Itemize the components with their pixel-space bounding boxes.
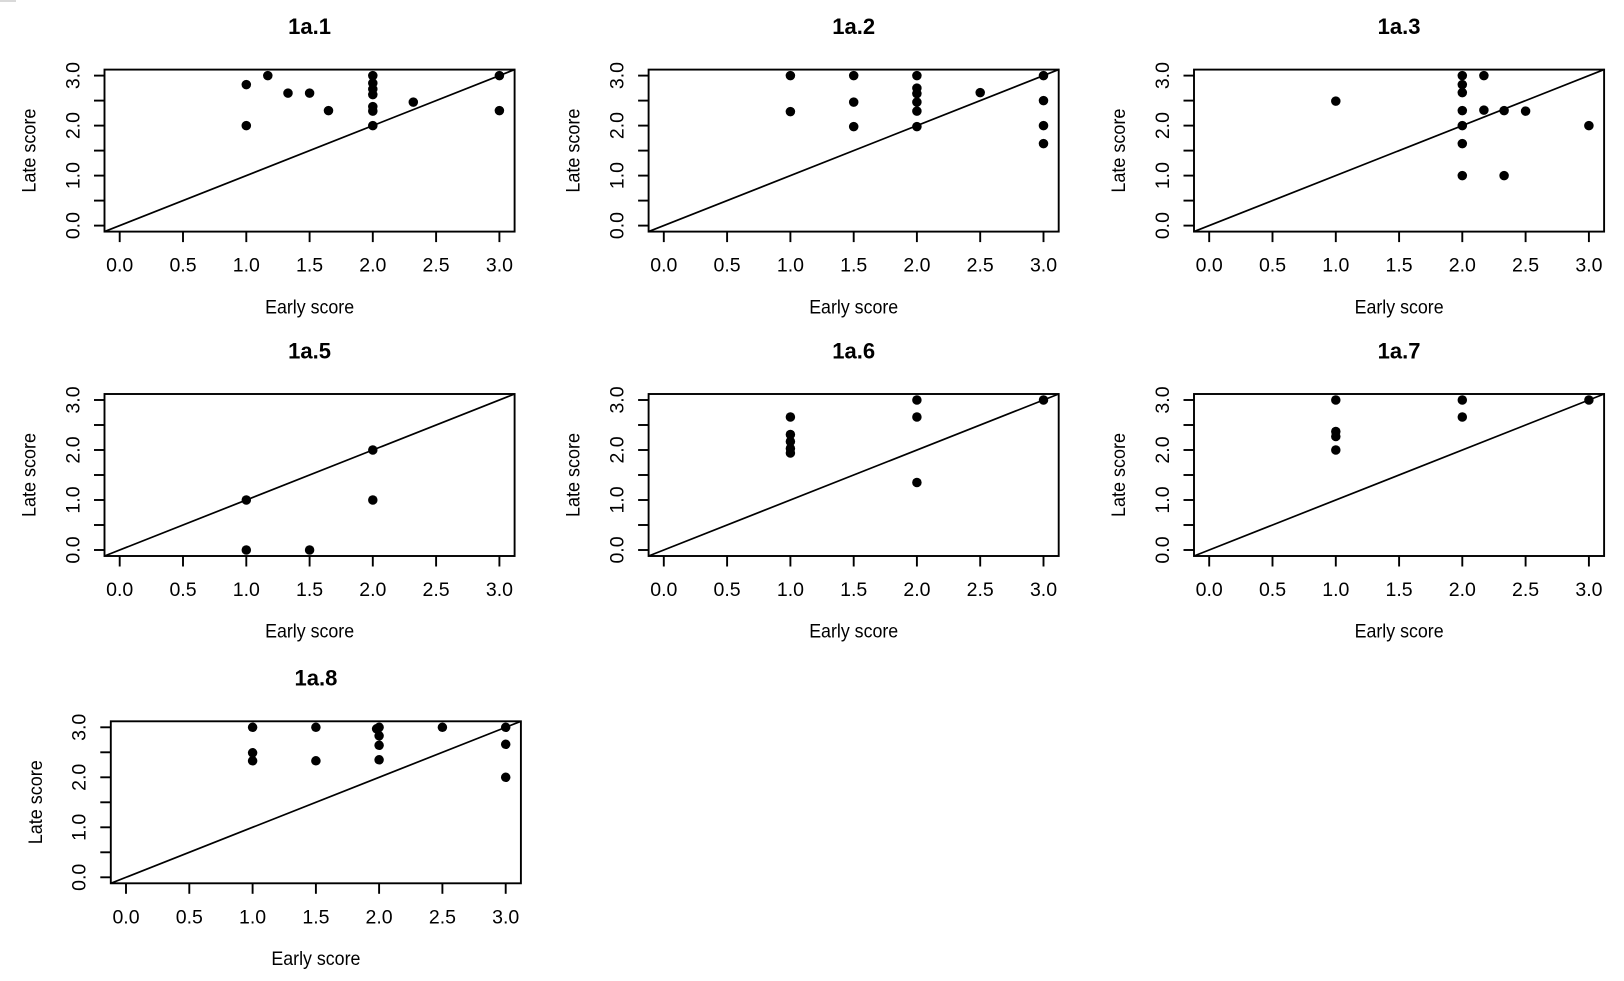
svg-text:2.0: 2.0 (62, 436, 84, 463)
svg-text:1a.1: 1a.1 (288, 14, 331, 39)
svg-text:3.0: 3.0 (1030, 579, 1057, 601)
svg-text:2.0: 2.0 (69, 764, 91, 791)
svg-text:0.0: 0.0 (650, 255, 677, 277)
svg-text:3.0: 3.0 (69, 714, 91, 741)
svg-text:Early score: Early score (1355, 296, 1444, 318)
svg-text:1.0: 1.0 (1322, 579, 1349, 601)
svg-text:1a.6: 1a.6 (832, 338, 875, 363)
svg-text:Early score: Early score (271, 948, 360, 970)
svg-text:2.0: 2.0 (359, 579, 386, 601)
svg-text:1.0: 1.0 (606, 486, 628, 513)
svg-text:3.0: 3.0 (1152, 386, 1174, 413)
svg-text:3.0: 3.0 (1575, 579, 1602, 601)
svg-text:1a.5: 1a.5 (288, 338, 331, 363)
svg-text:0.0: 0.0 (650, 579, 677, 601)
svg-text:0.0: 0.0 (1196, 579, 1223, 601)
svg-text:0.0: 0.0 (606, 536, 628, 563)
svg-text:1.0: 1.0 (62, 162, 84, 189)
svg-text:2.0: 2.0 (1449, 579, 1476, 601)
svg-text:1.5: 1.5 (302, 906, 329, 928)
svg-text:0.5: 0.5 (714, 255, 741, 277)
svg-text:1a.7: 1a.7 (1378, 338, 1421, 363)
svg-text:0.0: 0.0 (112, 906, 139, 928)
svg-text:1a.2: 1a.2 (832, 14, 875, 39)
svg-text:1.0: 1.0 (233, 579, 260, 601)
svg-text:Late score: Late score (19, 433, 41, 517)
svg-text:Late score: Late score (1108, 109, 1130, 193)
svg-text:2.5: 2.5 (429, 906, 456, 928)
svg-text:2.0: 2.0 (606, 112, 628, 139)
svg-text:2.0: 2.0 (606, 436, 628, 463)
svg-text:1.0: 1.0 (1322, 255, 1349, 277)
svg-text:0.0: 0.0 (1152, 212, 1174, 239)
svg-text:1.0: 1.0 (1152, 162, 1174, 189)
svg-text:1.5: 1.5 (840, 255, 867, 277)
svg-text:3.0: 3.0 (486, 255, 513, 277)
svg-text:Late score: Late score (19, 109, 41, 193)
svg-text:1.5: 1.5 (840, 579, 867, 601)
svg-text:0.0: 0.0 (106, 579, 133, 601)
svg-text:3.0: 3.0 (62, 62, 84, 89)
svg-text:2.5: 2.5 (423, 255, 450, 277)
svg-text:0.5: 0.5 (169, 579, 196, 601)
svg-text:2.0: 2.0 (366, 906, 393, 928)
svg-text:Early score: Early score (265, 621, 354, 643)
svg-text:1.0: 1.0 (233, 255, 260, 277)
svg-text:0.0: 0.0 (606, 212, 628, 239)
svg-text:0.0: 0.0 (62, 536, 84, 563)
svg-text:0.5: 0.5 (176, 906, 203, 928)
svg-text:0.0: 0.0 (1152, 536, 1174, 563)
svg-text:Late score: Late score (1108, 433, 1130, 517)
svg-text:1.0: 1.0 (62, 486, 84, 513)
svg-text:3.0: 3.0 (492, 906, 519, 928)
svg-text:Late score: Late score (25, 760, 47, 844)
svg-text:2.5: 2.5 (967, 579, 994, 601)
svg-text:2.0: 2.0 (1152, 112, 1174, 139)
svg-text:1.5: 1.5 (296, 579, 323, 601)
svg-text:1.5: 1.5 (1386, 255, 1413, 277)
svg-text:1.5: 1.5 (1386, 579, 1413, 601)
svg-text:0.0: 0.0 (1196, 255, 1223, 277)
svg-text:2.0: 2.0 (62, 112, 84, 139)
svg-text:1.0: 1.0 (1152, 486, 1174, 513)
svg-text:3.0: 3.0 (62, 386, 84, 413)
svg-text:3.0: 3.0 (486, 579, 513, 601)
svg-text:0.5: 0.5 (169, 255, 196, 277)
svg-text:2.0: 2.0 (903, 255, 930, 277)
svg-text:2.5: 2.5 (423, 579, 450, 601)
svg-text:Early score: Early score (265, 296, 354, 318)
svg-text:1.5: 1.5 (296, 255, 323, 277)
svg-text:0.0: 0.0 (69, 864, 91, 891)
svg-text:1a.3: 1a.3 (1378, 14, 1421, 39)
svg-text:2.0: 2.0 (359, 255, 386, 277)
svg-text:2.5: 2.5 (1512, 579, 1539, 601)
svg-text:Early score: Early score (1355, 621, 1444, 643)
svg-text:1.0: 1.0 (606, 162, 628, 189)
svg-text:3.0: 3.0 (606, 386, 628, 413)
svg-text:2.0: 2.0 (1449, 255, 1476, 277)
svg-text:2.5: 2.5 (1512, 255, 1539, 277)
svg-text:3.0: 3.0 (1030, 255, 1057, 277)
svg-text:0.5: 0.5 (1259, 579, 1286, 601)
svg-text:0.5: 0.5 (1259, 255, 1286, 277)
svg-text:0.5: 0.5 (714, 579, 741, 601)
svg-text:Early score: Early score (809, 621, 898, 643)
svg-text:2.0: 2.0 (1152, 436, 1174, 463)
svg-text:1.0: 1.0 (69, 814, 91, 841)
svg-text:0.0: 0.0 (106, 255, 133, 277)
svg-text:3.0: 3.0 (1575, 255, 1602, 277)
svg-text:2.0: 2.0 (903, 579, 930, 601)
svg-text:Early score: Early score (809, 296, 898, 318)
svg-text:Late score: Late score (563, 109, 585, 193)
svg-text:1.0: 1.0 (239, 906, 266, 928)
svg-text:1.0: 1.0 (777, 255, 804, 277)
svg-text:1.0: 1.0 (777, 579, 804, 601)
svg-text:2.5: 2.5 (967, 255, 994, 277)
svg-text:Late score: Late score (563, 433, 585, 517)
svg-text:3.0: 3.0 (1152, 62, 1174, 89)
svg-text:3.0: 3.0 (606, 62, 628, 89)
svg-text:0.0: 0.0 (62, 212, 84, 239)
svg-text:1a.8: 1a.8 (294, 666, 337, 691)
